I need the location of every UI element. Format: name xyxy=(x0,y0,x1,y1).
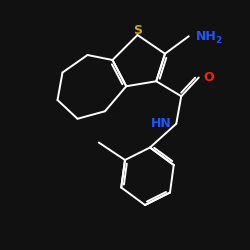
Text: 2: 2 xyxy=(215,36,221,45)
Text: NH: NH xyxy=(196,30,217,43)
Text: O: O xyxy=(203,71,214,84)
Text: HN: HN xyxy=(150,117,171,130)
Text: S: S xyxy=(133,24,142,36)
